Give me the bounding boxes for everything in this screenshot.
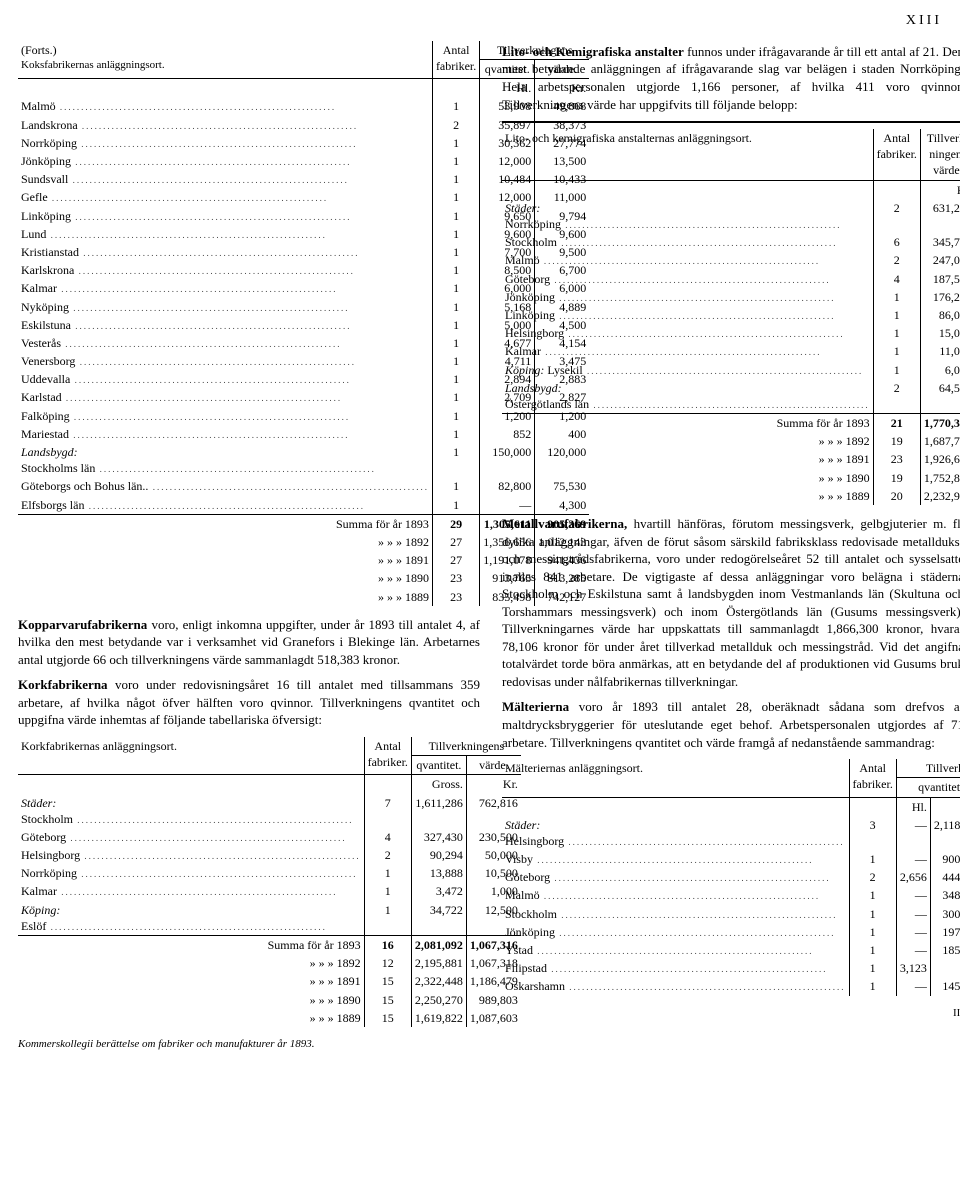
lito-col-fabriker: Antal fabriker. — [873, 129, 920, 180]
p-malt-head: Mälterierna — [502, 699, 569, 714]
table-row: Malmö 2 247,024 — [502, 251, 960, 269]
p-koppar-head: Kopparvarufabrikerna — [18, 617, 147, 632]
summa-row: » » » 1891 23 1,926,659 — [502, 450, 960, 468]
malt-col-qv: qvantitet. — [896, 778, 960, 797]
malt-title: Mälteriernas anläggningsort. — [502, 759, 849, 797]
table-row: Ystad 1 — 185,000 37,000 — [502, 941, 960, 959]
summa-row: » » » 1890 19 1,752,878 — [502, 469, 960, 487]
lito-col-varde: Tillverk- ningens värde. — [920, 129, 960, 180]
footer-line: Kommerskollegii berättelse om fabriker o… — [18, 1037, 480, 1052]
table-row: Kalmar 1 3,472 1,000 — [18, 882, 521, 900]
table-row: Landsbygd: Östergötlands län 2 64,560 — [502, 379, 960, 414]
lito-title: Lito- och kemigrafiska anstalternas anlä… — [502, 129, 873, 180]
table-row: Städer: Norrköping 2 631,256 — [502, 199, 960, 233]
p-malt: Mälterierna voro år 1893 till antalet 28… — [502, 698, 960, 751]
page-number: XIII — [18, 12, 942, 31]
summa-row: Summa för år 1893 21 1,770,355 — [502, 414, 960, 433]
table-row: Jönköping 1 176,243 — [502, 288, 960, 306]
lito-table: Lito- och kemigrafiska anstalternas anlä… — [502, 129, 960, 505]
summa-row: » » » 1890 15 2,250,270 989,803 — [18, 991, 521, 1009]
malt-table: Mälteriernas anläggningsort. Antal fabri… — [502, 759, 960, 995]
table-row: Jönköping 1 — 197,535 41,482 — [502, 923, 960, 941]
p-koppar: Kopparvarufabrikerna voro, enligt inkomn… — [18, 616, 480, 669]
p-kork: Korkfabrikerna voro under redovisningsår… — [18, 676, 480, 729]
summa-row: » » » 1889 20 2,232,933 — [502, 487, 960, 505]
table-row: Köping: Eslöf 1 34,722 12,500 — [18, 901, 521, 936]
summa-row: » » » 1892 19 1,687,738 — [502, 432, 960, 450]
table-row: Städer: Helsingborg 3 — 2,118,036 427,00… — [502, 816, 960, 850]
table-row: Norrköping 1 13,888 10,500 — [18, 864, 521, 882]
p-lito: Lito- och Kemigrafiska anstalter funnos … — [502, 43, 960, 113]
malt-col-tillv: Tillverkningens — [896, 759, 960, 778]
footer-sig: III — [502, 1006, 960, 1021]
p-malt-text: voro år 1893 till antalet 28, oberäknadt… — [502, 699, 960, 749]
table-row: Städer: Stockholm 7 1,611,286 762,816 — [18, 794, 521, 828]
p-metall: Metallvarufabrikerna, hvartill hänföras,… — [502, 515, 960, 690]
koks-title-main: Koksfabrikernas anläggningsort. — [21, 58, 429, 73]
summa-row: » » » 1891 15 2,322,448 1,186,479 — [18, 972, 521, 990]
table-row: Stockholm 1 — 300,000 65,000 — [502, 905, 960, 923]
summa-row: » » » 1889 15 1,619,822 1,087,603 — [18, 1009, 521, 1027]
table-row: Linköping 1 86,050 — [502, 306, 960, 324]
table-row: Kalmar 1 11,000 — [502, 342, 960, 360]
table-row: Göteborg 4 187,500 — [502, 270, 960, 288]
table-row: Göteborg 2 2,656 444,000 106,058 — [502, 868, 960, 886]
p-lito-head: Lito- och Kemigrafiska anstalter — [502, 44, 684, 59]
table-row: Filipstad 1 3,123 — 31,407 — [502, 959, 960, 977]
table-row: Malmö 1 — 348,390 69,678 — [502, 886, 960, 904]
p-metall-head: Metallvarufabrikerna, — [502, 516, 627, 531]
kork-title: Korkfabrikernas anläggningsort. — [18, 737, 364, 775]
summa-row: » » » 1892 12 2,195,881 1,067,318 — [18, 954, 521, 972]
table-row: Köping: Lysekil 1 6,000 — [502, 361, 960, 379]
table-row: Göteborg 4 327,430 230,500 — [18, 828, 521, 846]
p-kork-head: Korkfabrikerna — [18, 677, 108, 692]
table-row: Stockholm 6 345,722 — [502, 233, 960, 251]
koks-title-left: (Forts.) — [21, 42, 429, 58]
kork-col-fabriker: Antal fabriker. — [364, 737, 411, 775]
p-metall-text: hvartill hänföras, förutom messingsverk,… — [502, 516, 960, 689]
summa-row: Summa för år 1893 16 2,081,092 1,067,316 — [18, 936, 521, 955]
col-fabriker: Antal fabriker. — [432, 41, 479, 79]
malt-col-fabriker: Antal fabriker. — [849, 759, 896, 797]
table-row: Oskarshamn 1 — 145,445 29,816 — [502, 977, 960, 995]
kork-col-qv: qvantitet. — [411, 756, 466, 775]
table-row: Visby 1 — 900,000 180,000 — [502, 850, 960, 868]
kork-table: Korkfabrikernas anläggningsort. Antal fa… — [18, 737, 521, 1027]
table-row: Helsingborg 1 15,000 — [502, 324, 960, 342]
table-row: Helsingborg 2 90,294 50,000 — [18, 846, 521, 864]
